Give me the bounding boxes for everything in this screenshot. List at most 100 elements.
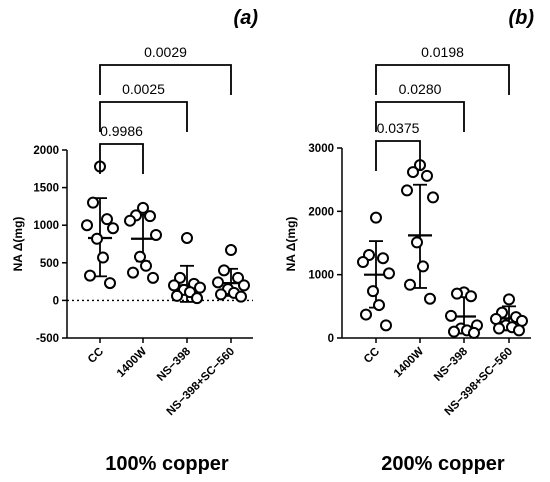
data-point [168,279,180,292]
panel-0-category-label: CC [86,346,106,366]
data-point [144,210,156,223]
data-point [127,266,139,279]
panel-1-y-tick-label: 3000 [308,143,334,155]
data-point [424,292,436,305]
data-point [401,184,413,197]
data-point [421,169,433,182]
data-point [181,231,193,244]
panel-a-caption: 100% copper [105,453,229,475]
data-point [235,290,247,303]
panel-0-group-3 [212,244,250,303]
data-point [147,271,159,284]
data-point [134,250,146,263]
data-point [516,314,528,327]
panel-0-y-tick-label: 500 [40,258,59,270]
data-point [383,267,395,280]
panel-1-p-value: 0.0198 [421,44,464,60]
panel-1-y-tick-label: 2000 [308,206,334,218]
data-point [84,269,96,282]
panel-b-y-axis-label: NA Δ(mg) [284,217,298,272]
panel-0-group-2 [168,231,206,305]
panel-0-y-tick-label: 2000 [33,145,59,157]
data-point [215,288,227,301]
data-point [232,271,244,284]
data-point [427,191,439,204]
panel-0-y-tick-label: -500 [36,333,59,345]
panel-0-p-value: 0.9986 [100,123,143,139]
panel-b-caption: 200% copper [381,453,505,475]
panel-1-y-tick-label: 0 [328,333,334,345]
panel-1-y-tick-label: 1000 [308,270,334,282]
panel-0-p-value: 0.0029 [144,44,187,60]
data-point [417,260,429,273]
data-point [377,252,389,265]
panel-1-category-label: CC [362,346,382,366]
panel-0-comparison-bracket [99,64,232,95]
data-point [81,219,93,232]
data-point [225,244,237,257]
panel-1-group-0 [357,211,395,332]
panel-1-category-label: NS−398 [432,345,471,384]
panel-1-group-2 [445,286,483,339]
data-point [87,196,99,209]
data-point [411,236,423,249]
data-point [373,299,385,312]
data-point [238,279,250,292]
data-point [448,325,460,338]
panel-1-comparison-bracket [375,64,510,95]
data-point [150,228,162,241]
data-point [367,285,379,298]
panel-0-comparison-bracket [99,101,188,132]
data-point [404,278,416,291]
data-point [493,322,505,335]
panel-1-group-3 [490,293,528,337]
data-point [174,271,186,284]
panel-0-y-tick-label: 0 [53,295,59,307]
panel-a-y-axis-label: NA Δ(mg) [11,217,25,272]
data-point [360,308,372,321]
panel-a-tag: (a) [234,7,259,29]
data-point [503,293,515,306]
data-point [91,232,103,245]
data-point [191,292,203,305]
data-point [468,326,480,339]
data-point [357,256,369,268]
data-point [370,211,382,224]
panel-0-category-label: NS−398 [155,345,194,384]
panel-1-comparison-bracket [375,101,465,132]
panel-0-category-label: 1400W [115,346,149,380]
panel-0-p-value: 0.0025 [122,81,165,97]
data-point [124,214,136,227]
data-point [171,289,183,302]
data-point [212,276,224,289]
data-point [490,313,502,325]
data-point [194,281,206,294]
data-point [451,287,463,300]
panel-0-comparison-bracket [99,143,144,174]
panel-b: (b) NA Δ(mg) 200% copper 0 1000 2000 3000 CC… [284,7,534,475]
data-point [97,251,109,264]
data-point [445,309,457,322]
data-point [137,201,149,214]
panel-b-tag: (b) [508,7,534,29]
data-point [407,166,419,179]
data-point [140,259,152,272]
panel-1-p-value: 0.0280 [399,81,442,97]
panel-0-group-1 [124,201,162,284]
panel-1-group-1 [401,159,439,305]
data-point [101,213,113,226]
data-point [465,290,477,303]
data-point [218,264,230,277]
panel-1-category-label: 1400W [392,346,426,380]
panel-1-p-value: 0.0375 [377,120,420,136]
panel-0-group-0 [81,160,119,290]
panel-0-y-tick-label: 1000 [33,220,59,232]
panel-a: (a) NA Δ(mg) 100% copper -500 0 500 1000 150… [11,7,258,475]
data-point [104,277,116,290]
data-point [513,324,525,337]
panel-1-comparison-bracket [375,140,421,171]
panel-0-y-tick-label: 1500 [33,183,59,195]
data-point [380,319,392,332]
data-point [107,222,119,235]
